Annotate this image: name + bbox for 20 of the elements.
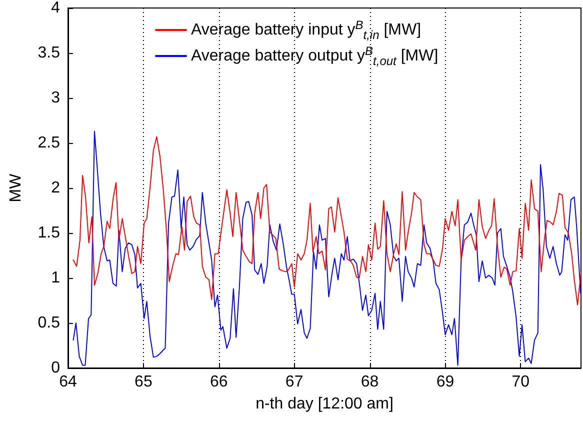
y-tick-label: 3 [51,90,60,106]
line-series [72,130,582,366]
x-tick-label: 70 [512,374,530,390]
y-tick-label: 2 [51,180,60,196]
y-tick-label: 4 [51,0,60,16]
x-tick-label: 69 [436,374,454,390]
line-series [72,136,582,306]
y-tick-label: 3.5 [38,44,60,62]
x-tick-label: 65 [134,374,152,390]
x-tick-label: 66 [210,374,228,390]
x-tick-label: 68 [360,374,379,390]
y-tick-label: 1 [51,270,60,286]
x-tick-label: 67 [285,374,304,390]
y-tick-label: 1.5 [38,224,60,242]
y-axis-title: MW [8,172,24,202]
x-axis-title: n-th day [12:00 am] [256,396,394,412]
y-tick-label: 0.5 [38,314,60,332]
y-tick-label: 2.5 [38,134,60,152]
x-tick-label: 64 [59,374,77,390]
y-tick-label: 0 [51,360,60,376]
